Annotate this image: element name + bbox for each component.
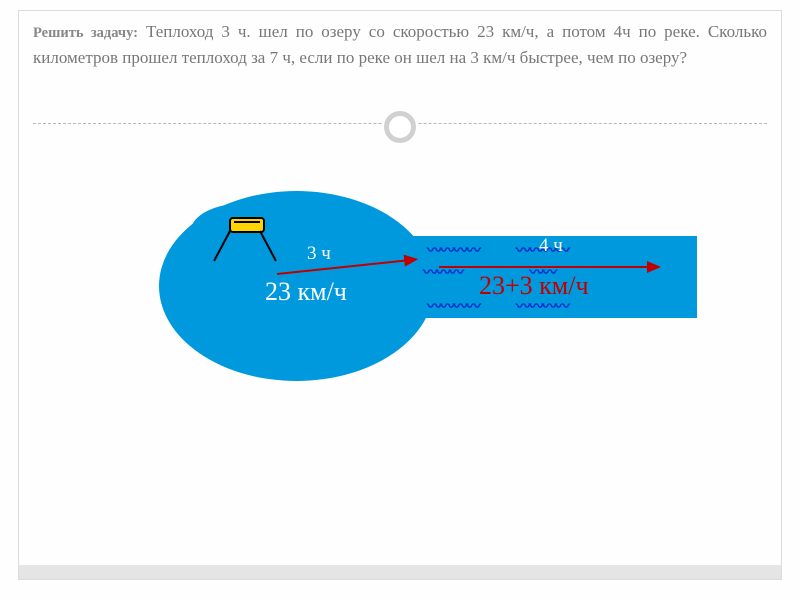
- problem-body: Теплоход 3 ч. шел по озеру со скоростью …: [33, 22, 767, 67]
- problem-text: Решить задачу: Теплоход 3 ч. шел по озер…: [33, 19, 767, 70]
- boat-icon: [215, 213, 279, 265]
- river-arrow: [439, 266, 659, 268]
- slide-frame: Решить задачу: Теплоход 3 ч. шел по озер…: [18, 10, 782, 580]
- diagram: 〰〰〰〰 〰〰〰〰 〰〰〰 〰〰 〰〰〰〰 〰〰〰〰 3 ч 23 км/ч: [159, 191, 679, 391]
- river-time-label: 4 ч: [539, 235, 563, 257]
- lake-speed-label: 23 км/ч: [265, 277, 347, 307]
- lake-time-label: 3 ч: [307, 243, 331, 265]
- divider-ring-icon: [384, 111, 416, 143]
- bottom-band: [19, 565, 781, 579]
- river-speed-label: 23+3 км/ч: [479, 271, 589, 301]
- problem-lead: Решить задачу:: [33, 25, 138, 41]
